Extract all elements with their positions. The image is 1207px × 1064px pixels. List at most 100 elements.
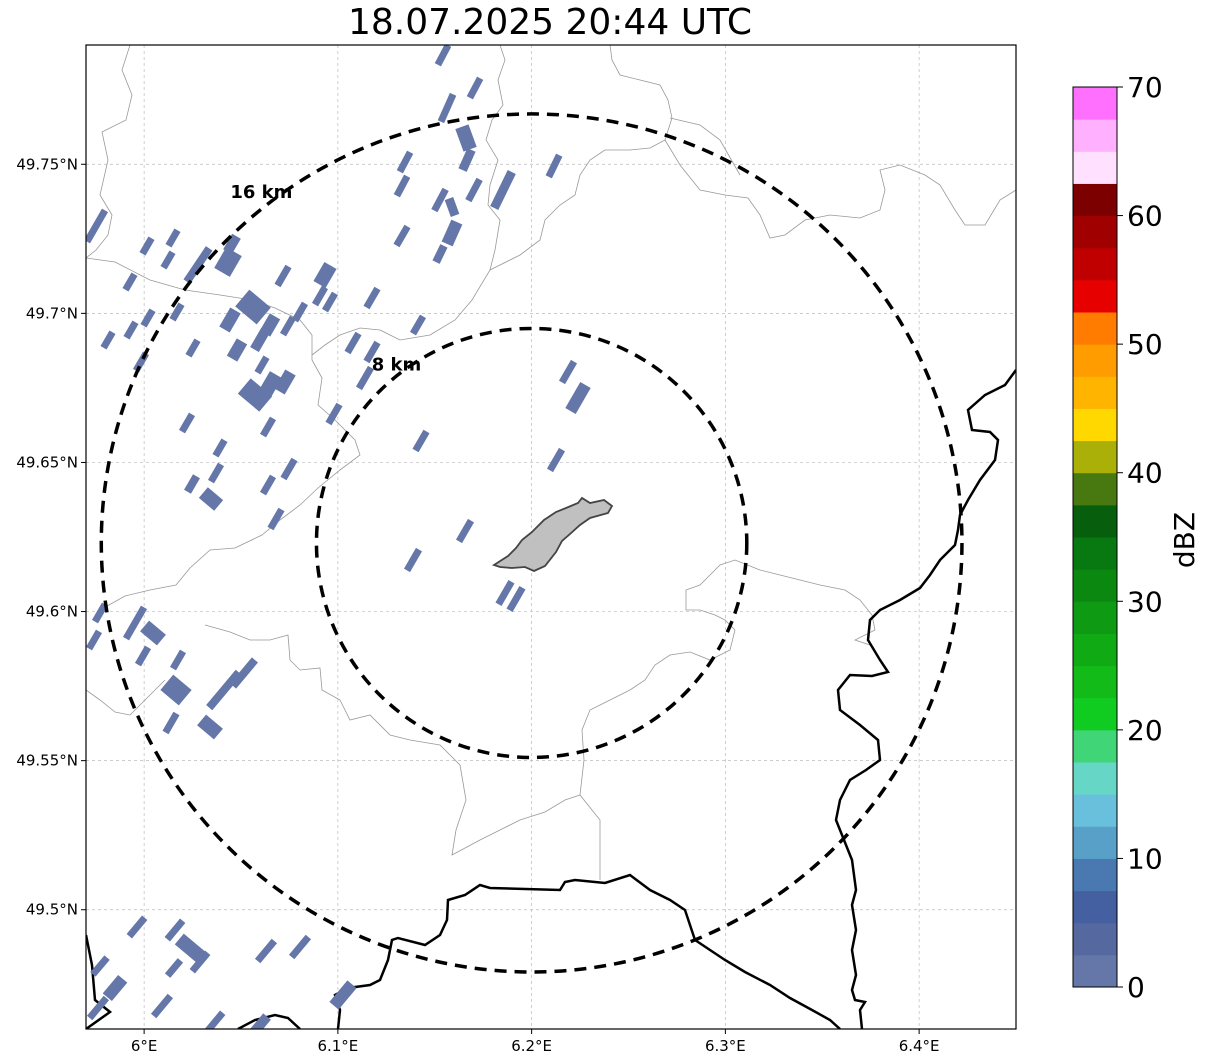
admin-boundary-line [579, 559, 876, 796]
admin-boundaries [86, 45, 1016, 880]
radar-echo [495, 579, 515, 607]
admin-boundary-line [86, 257, 313, 336]
national-border-line [86, 934, 113, 1029]
y-axis-ticks: 49.5°N 49.55°N 49.6°N 49.65°N 49.7°N 49.75°N [16, 155, 86, 919]
radar-echo [219, 307, 241, 333]
colorbar-tick-label: 20 [1127, 714, 1163, 747]
colorbar-segment [1073, 312, 1117, 345]
range-rings: 8 km 16 km [99, 112, 964, 974]
radar-echo [122, 272, 138, 292]
radar-echo [169, 302, 185, 322]
colorbar-tick-label: 60 [1127, 200, 1163, 233]
radar-echo [431, 187, 449, 213]
x-tick-label: 6.4°E [899, 1037, 940, 1055]
radar-echo [465, 177, 483, 203]
radar-echo [329, 980, 357, 1010]
admin-boundary-line [99, 335, 361, 611]
colorbar-segment [1073, 279, 1117, 313]
radar-echo [325, 402, 343, 426]
x-tick-label: 6.3°E [705, 1037, 746, 1055]
colorbar-tick-label: 0 [1127, 971, 1145, 1004]
radar-echo [90, 955, 110, 977]
y-tick-label: 49.6°N [26, 603, 78, 621]
national-border-line [834, 369, 1016, 1029]
radar-echo [212, 438, 228, 458]
colorbar-segment [1073, 762, 1117, 795]
radar-echo [249, 1013, 271, 1029]
colorbar-label: dBZ [1168, 512, 1201, 568]
radar-echo [174, 933, 206, 963]
radar-echo [86, 629, 103, 651]
colorbar-segment [1073, 569, 1117, 602]
radar-echo [291, 301, 309, 323]
radar-echo [214, 247, 242, 277]
radar-echo [565, 382, 591, 414]
radar-echo [164, 958, 184, 978]
colorbar-segment [1073, 665, 1117, 699]
radar-echo [363, 340, 381, 364]
colorbar-segment [1073, 119, 1117, 152]
radar-echo [393, 224, 411, 248]
radar-echo [313, 261, 337, 289]
radar-echo [165, 228, 181, 248]
y-tick-label: 49.55°N [16, 752, 78, 770]
radar-echo [288, 934, 312, 960]
colorbar-segment [1073, 504, 1117, 538]
colorbar-frame [1072, 86, 1118, 988]
radar-echo [226, 338, 248, 362]
radar-echo [434, 45, 452, 67]
x-axis-ticks: 6°E 6.1°E 6.2°E 6.3°E 6.4°E [131, 1029, 940, 1055]
radar-echo [207, 462, 225, 484]
colorbar-segment [1073, 890, 1117, 924]
radar-echo [344, 331, 362, 355]
radar-echo [254, 355, 270, 375]
radar-echo [91, 602, 109, 624]
radar-echo [169, 649, 187, 671]
radar-echo [432, 244, 448, 264]
colorbar-segment [1073, 633, 1117, 667]
range-ring-16km [99, 112, 964, 974]
radar-echo [230, 657, 258, 689]
radar-echo [185, 338, 201, 358]
radar-echo [490, 170, 516, 210]
radar-echo [206, 669, 242, 711]
radar-echo [123, 320, 139, 340]
colorbar-segment [1073, 344, 1117, 377]
colorbar-segment [1073, 215, 1117, 249]
radar-echo [235, 289, 271, 325]
radar-echo [204, 1010, 226, 1029]
radar-echo [178, 412, 196, 434]
radar-echo [546, 447, 566, 473]
colorbar-segment [1073, 440, 1117, 474]
radar-echo [86, 208, 109, 244]
radar-echo [279, 315, 297, 337]
radar-echo [558, 359, 578, 385]
radar-echo [160, 250, 176, 270]
radar-echo [437, 92, 457, 124]
colorbar-segment [1073, 537, 1117, 570]
radar-echo [506, 585, 526, 613]
city-area-polygon [491, 496, 614, 572]
radar-echo [184, 474, 200, 494]
plot-frame [85, 44, 1017, 1030]
national-borders [86, 369, 1016, 1029]
radar-echo [259, 416, 277, 438]
range-ring-label: 8 km [372, 355, 422, 376]
colorbar: 0 10 20 30 40 50 60 70 [1072, 71, 1163, 1004]
y-tick-label: 49.7°N [26, 304, 78, 322]
radar-echo [455, 518, 475, 544]
colorbar-segment [1073, 858, 1117, 892]
y-tick-label: 49.75°N [16, 155, 78, 173]
admin-boundary-line [86, 679, 166, 716]
x-tick-label: 6.1°E [317, 1037, 358, 1055]
radar-echo [140, 308, 156, 328]
colorbar-segment [1073, 183, 1117, 217]
radar-echo [267, 507, 285, 531]
radar-echo [412, 429, 430, 453]
radar-echo [466, 76, 484, 100]
radar-echo [444, 197, 460, 217]
x-tick-label: 6°E [131, 1037, 158, 1055]
colorbar-tick-label: 50 [1127, 328, 1163, 361]
radar-echo [403, 547, 423, 573]
colorbar-segment [1073, 601, 1117, 634]
